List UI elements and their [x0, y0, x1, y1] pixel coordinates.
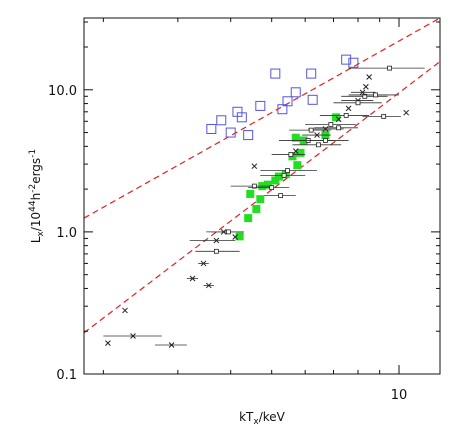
data-point-cross: [335, 116, 342, 123]
data-point-open-square: [306, 68, 317, 79]
x-axis-label-base: kT: [239, 410, 254, 424]
data-point-cross: [251, 163, 258, 170]
data-point-small-square: [343, 113, 349, 118]
plot-frame: [83, 17, 441, 375]
y-axis-label-sup3: -1: [28, 149, 38, 158]
data-point-cross: [205, 282, 212, 289]
data-point-open-square: [290, 87, 301, 98]
data-point-open-square: [206, 123, 217, 134]
data-point-small-square: [316, 142, 321, 148]
x-axis-label: kTx/keV: [239, 410, 286, 427]
data-point-filled-square: [246, 189, 255, 198]
data-point-small-square: [251, 183, 257, 189]
data-point-open-square: [225, 127, 236, 138]
data-point-small-square: [281, 172, 287, 178]
y-axis-label-sup2: -2: [28, 184, 38, 193]
y-axis-label-mid2: h: [29, 193, 43, 201]
data-point-small-square: [336, 125, 342, 131]
axes: 0.1 1.0 10.0 10: [48, 18, 440, 403]
data-point-cross: [366, 74, 373, 80]
data-point-filled-square: [274, 172, 283, 181]
data-point-filled-square: [296, 148, 305, 157]
data-point-filled-square: [256, 195, 265, 204]
data-point-small-square: [323, 138, 328, 143]
y-axis-label-sup1: 44: [28, 200, 38, 212]
y-tick-label: 10.0: [48, 84, 77, 99]
x-axis-label-rest: /keV: [259, 410, 286, 424]
data-point-cross: [189, 275, 196, 282]
y-axis-label-mid: /10: [29, 212, 43, 231]
data-point-small-square: [285, 168, 290, 173]
data-point-small-square: [373, 92, 378, 98]
data-point-filled-square: [252, 204, 261, 213]
plot-area: [84, 18, 440, 348]
data-point-cross: [200, 260, 207, 267]
data-point-cross: [213, 237, 220, 244]
data-point-open-square: [243, 130, 254, 141]
data-point-small-square: [213, 248, 219, 254]
data-point-small-square: [308, 127, 314, 133]
data-point-cross: [105, 340, 111, 346]
data-point-small-square: [278, 193, 284, 199]
data-point-filled-square: [293, 161, 302, 170]
data-point-filled-square: [263, 180, 272, 189]
data-point-small-square: [225, 229, 231, 235]
data-point-filled-square: [235, 232, 244, 241]
data-point-cross: [232, 234, 239, 240]
data-point-small-square: [355, 100, 361, 106]
data-point-cross: [363, 83, 369, 90]
data-point-filled-square: [244, 214, 253, 223]
data-point-open-square: [277, 104, 288, 115]
data-point-open-square: [255, 100, 266, 111]
y-axis-label-sub: x: [36, 230, 46, 236]
data-point-small-square: [387, 65, 392, 71]
data-point-cross: [322, 126, 329, 132]
data-point-cross: [122, 307, 128, 314]
data-point-small-square: [381, 113, 387, 119]
data-point-cross: [314, 132, 320, 138]
x-tick-label: 10: [391, 388, 408, 403]
data-point-open-square: [236, 112, 247, 123]
data-point-open-square: [348, 57, 359, 68]
data-point-cross: [130, 333, 136, 339]
y-axis-label-base: L: [29, 236, 43, 243]
y-tick-label: 1.0: [56, 226, 77, 241]
data-point-open-square: [341, 54, 352, 65]
data-point-cross: [292, 148, 299, 155]
y-axis-label: Lx/1044h-2ergs-1: [28, 149, 46, 243]
data-point-small-square: [288, 152, 294, 157]
data-point-cross: [345, 105, 352, 112]
data-point-open-square: [307, 94, 318, 105]
y-axis-label-mid3: ergs: [29, 158, 43, 184]
data-point-small-square: [328, 122, 334, 127]
data-point-cross: [403, 109, 410, 116]
data-point-open-square: [216, 115, 227, 126]
y-tick-label: 0.1: [56, 368, 77, 383]
data-point-open-square: [270, 68, 281, 79]
data-point-open-square: [282, 96, 293, 107]
data-point-small-square: [362, 93, 368, 99]
data-point-small-square: [269, 185, 275, 190]
fit-line-upper: [84, 18, 440, 219]
data-point-filled-square: [291, 133, 300, 142]
x-axis-label-sub: x: [253, 417, 259, 427]
data-point-cross: [168, 342, 175, 348]
